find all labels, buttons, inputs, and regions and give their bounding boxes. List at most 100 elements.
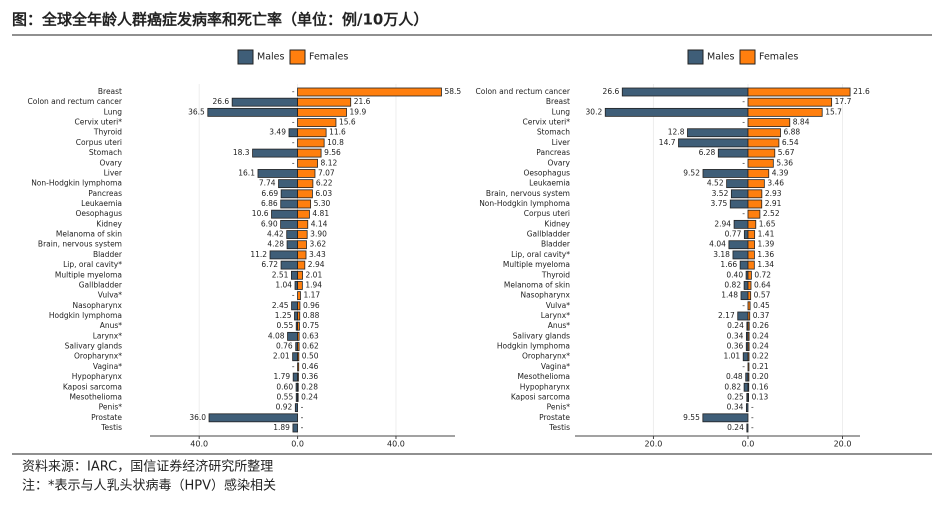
bar [733,219,749,229]
value-label: 2.52 [763,209,780,218]
category-label: Testis [100,423,122,432]
value-label: - [301,403,304,412]
bar [297,382,299,392]
value-label: 0.36 [301,372,318,381]
category-label: Hypopharynx [72,372,123,381]
value-label: - [292,138,295,147]
value-label: - [301,413,304,422]
category-label: Penis* [547,403,571,412]
bar [297,219,309,229]
value-label: 12.8 [668,128,685,137]
category-label: Kaposi sarcoma [511,392,570,401]
value-label: 1.39 [758,240,775,249]
x-tick-label: 0.0 [742,440,755,449]
legend-swatch [289,49,306,65]
bar [747,87,851,97]
bar [252,148,298,158]
category-label: Ovary [100,158,123,167]
bar [747,219,757,229]
category-label: Gallbladder [79,280,123,289]
category-label: Colon and rectum cancer [28,97,123,106]
value-label: 1.34 [757,260,774,269]
bar [747,199,763,209]
bar [730,189,749,199]
category-label: Salivary glands [65,342,122,351]
bar [297,138,325,148]
bar [297,107,347,117]
value-label: 5.36 [776,158,793,167]
bar [297,281,303,290]
bar [292,372,298,382]
bar [297,311,301,321]
value-label: - [292,291,295,300]
value-label: 4.81 [312,209,329,218]
category-label: Oesophagus [523,168,570,177]
value-label: 21.6 [853,87,870,96]
value-label: 0.82 [724,280,741,289]
value-label: 0.64 [754,280,771,289]
bar [269,250,298,260]
bar [747,107,823,117]
bar [297,230,308,239]
value-label: 21.6 [354,97,371,106]
bar [292,352,298,362]
value-label: 4.42 [267,230,284,239]
value-label: - [751,403,754,412]
bar [743,230,749,239]
category-label: Mesothelioma [517,372,570,381]
value-label: - [292,87,295,96]
x-tick-label: 20.0 [645,440,663,449]
source: 资料来源：IARC，国信证券经济研究所整理 [22,459,273,475]
bar [297,331,300,341]
value-label: 0.62 [302,342,319,351]
value-label: 58.5 [444,87,461,96]
value-label: 30.2 [586,107,603,116]
bar [747,301,751,311]
bar [747,209,761,219]
value-label: 15.6 [339,118,356,127]
category-label: Thyroid [93,128,122,137]
value-label: 0.24 [727,423,744,432]
value-label: - [742,97,745,106]
category-label: Brain, nervous system [38,240,122,249]
value-label: 4.04 [709,240,726,249]
category-label: Breast [98,87,122,96]
bar [286,240,298,250]
category-label: Thyroid [541,270,570,279]
bar [297,352,300,362]
value-label: 1.25 [275,311,292,320]
category-label: Multiple myeloma [55,270,122,279]
value-label: - [742,301,745,310]
bar [297,209,310,219]
bar [297,169,316,178]
value-label: 6.69 [261,189,278,198]
value-label: - [751,423,754,432]
category-label: Ovary [548,158,571,167]
value-label: 10.6 [252,209,269,218]
value-label: 2.01 [306,270,323,279]
value-label: 2.45 [272,301,289,310]
x-tick-label: 40.0 [387,440,405,449]
value-label: 3.49 [269,128,286,137]
category-label: Corpus uteri [76,138,122,147]
value-label: 18.3 [233,148,250,157]
category-label: Leukaemia [81,199,122,208]
value-label: 2.51 [272,270,289,279]
bar [294,311,298,321]
bar [747,179,765,189]
bar [747,281,752,290]
category-label: Vulva* [98,291,122,300]
category-label: Pancreas [536,148,570,157]
value-label: 8.12 [321,158,338,167]
bar [747,291,752,301]
category-label: Kidney [544,219,570,228]
category-label: Larynx* [541,311,570,320]
value-label: 10.8 [327,138,344,147]
value-label: 0.77 [725,230,742,239]
value-label: 11.2 [250,250,267,259]
value-label: - [751,413,754,422]
bar [297,270,303,280]
value-label: 6.72 [261,260,278,269]
bar [297,97,352,107]
bar [743,382,749,392]
